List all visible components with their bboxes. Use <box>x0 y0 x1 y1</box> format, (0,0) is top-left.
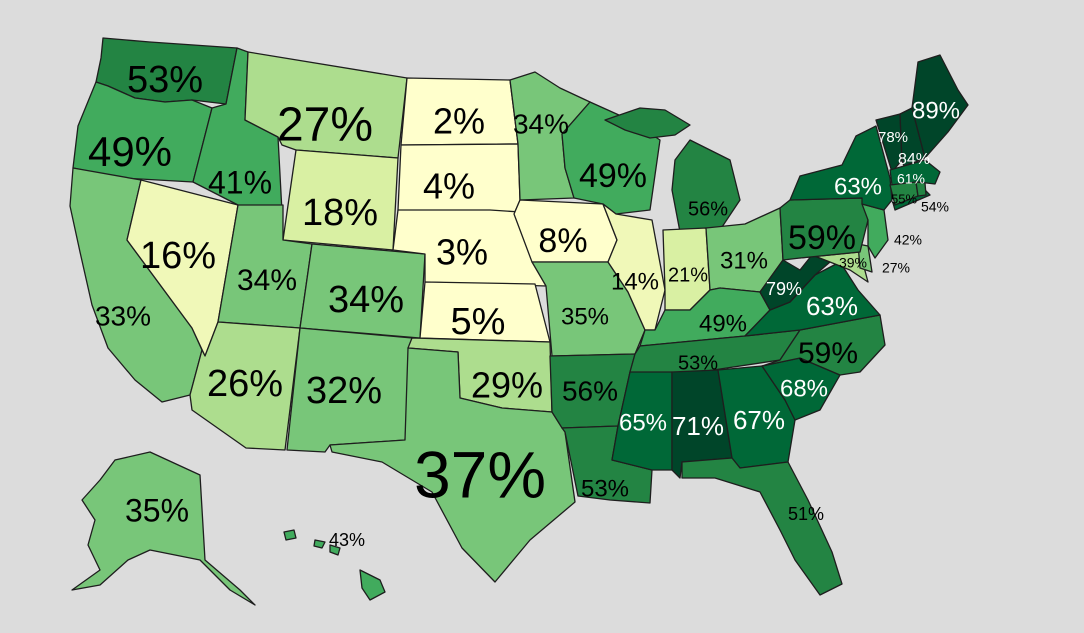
label-in: 21% <box>668 264 708 286</box>
state-nh[interactable] <box>899 107 926 167</box>
label-co: 34% <box>328 279 404 321</box>
label-la: 53% <box>581 475 629 502</box>
state-il[interactable] <box>602 203 666 331</box>
label-ga: 67% <box>733 405 785 435</box>
label-ut: 34% <box>237 264 297 297</box>
label-ms: 65% <box>619 409 667 436</box>
label-ma: 61% <box>897 171 925 187</box>
label-wa: 53% <box>127 59 203 101</box>
label-mo: 35% <box>561 303 609 330</box>
label-nj: 42% <box>894 232 922 248</box>
state-mi-up[interactable] <box>604 107 691 139</box>
state-de[interactable] <box>857 243 873 273</box>
label-mn: 34% <box>513 108 569 139</box>
state-hi[interactable] <box>359 569 386 601</box>
label-md: 27% <box>882 260 910 276</box>
label-tx: 37% <box>414 437 546 511</box>
label-mi: 56% <box>688 198 728 220</box>
label-ar: 56% <box>562 375 618 406</box>
state-hi-3[interactable] <box>313 539 326 549</box>
label-oh: 31% <box>720 247 768 274</box>
label-pa: 59% <box>788 219 856 257</box>
label-mt: 27% <box>277 99 373 152</box>
label-me: 89% <box>912 97 960 124</box>
state-ri[interactable] <box>915 181 927 197</box>
label-id: 41% <box>208 164 272 200</box>
label-va: 63% <box>806 291 858 321</box>
label-al: 71% <box>672 411 724 441</box>
state-me[interactable] <box>911 54 969 159</box>
state-az[interactable] <box>189 321 301 451</box>
state-hi-2[interactable] <box>329 544 341 556</box>
label-ks: 5% <box>451 301 506 343</box>
label-nc: 59% <box>798 337 858 370</box>
label-ky: 49% <box>699 310 747 337</box>
label-sd: 4% <box>423 166 475 207</box>
label-fl: 51% <box>788 504 824 524</box>
state-fl[interactable] <box>681 457 843 596</box>
label-tn: 53% <box>678 352 718 374</box>
label-hi: 43% <box>329 530 365 550</box>
label-or: 49% <box>88 128 172 175</box>
label-wv: 79% <box>766 279 802 299</box>
label-ne: 3% <box>436 232 488 273</box>
state-ny[interactable] <box>789 125 893 211</box>
label-sc: 68% <box>780 375 828 402</box>
label-wy: 18% <box>302 192 378 234</box>
label-de: 39% <box>839 255 867 271</box>
label-ri: 54% <box>921 199 949 215</box>
label-ia: 8% <box>538 222 587 260</box>
label-az: 26% <box>207 363 283 405</box>
label-ca: 33% <box>95 300 151 331</box>
label-wi: 49% <box>579 157 647 195</box>
state-tx[interactable] <box>329 347 576 583</box>
label-ak: 35% <box>125 492 189 528</box>
label-ct: 55% <box>891 191 917 206</box>
label-nm: 32% <box>306 370 382 412</box>
state-ak[interactable] <box>71 451 256 606</box>
label-vt: 78% <box>878 129 908 146</box>
label-il: 14% <box>611 268 659 295</box>
label-nh: 84% <box>898 151 930 168</box>
label-ny: 63% <box>834 173 882 200</box>
label-nv: 16% <box>140 235 216 277</box>
state-hi-4[interactable] <box>283 529 297 541</box>
label-nd: 2% <box>433 101 485 142</box>
label-ok: 29% <box>471 365 543 406</box>
